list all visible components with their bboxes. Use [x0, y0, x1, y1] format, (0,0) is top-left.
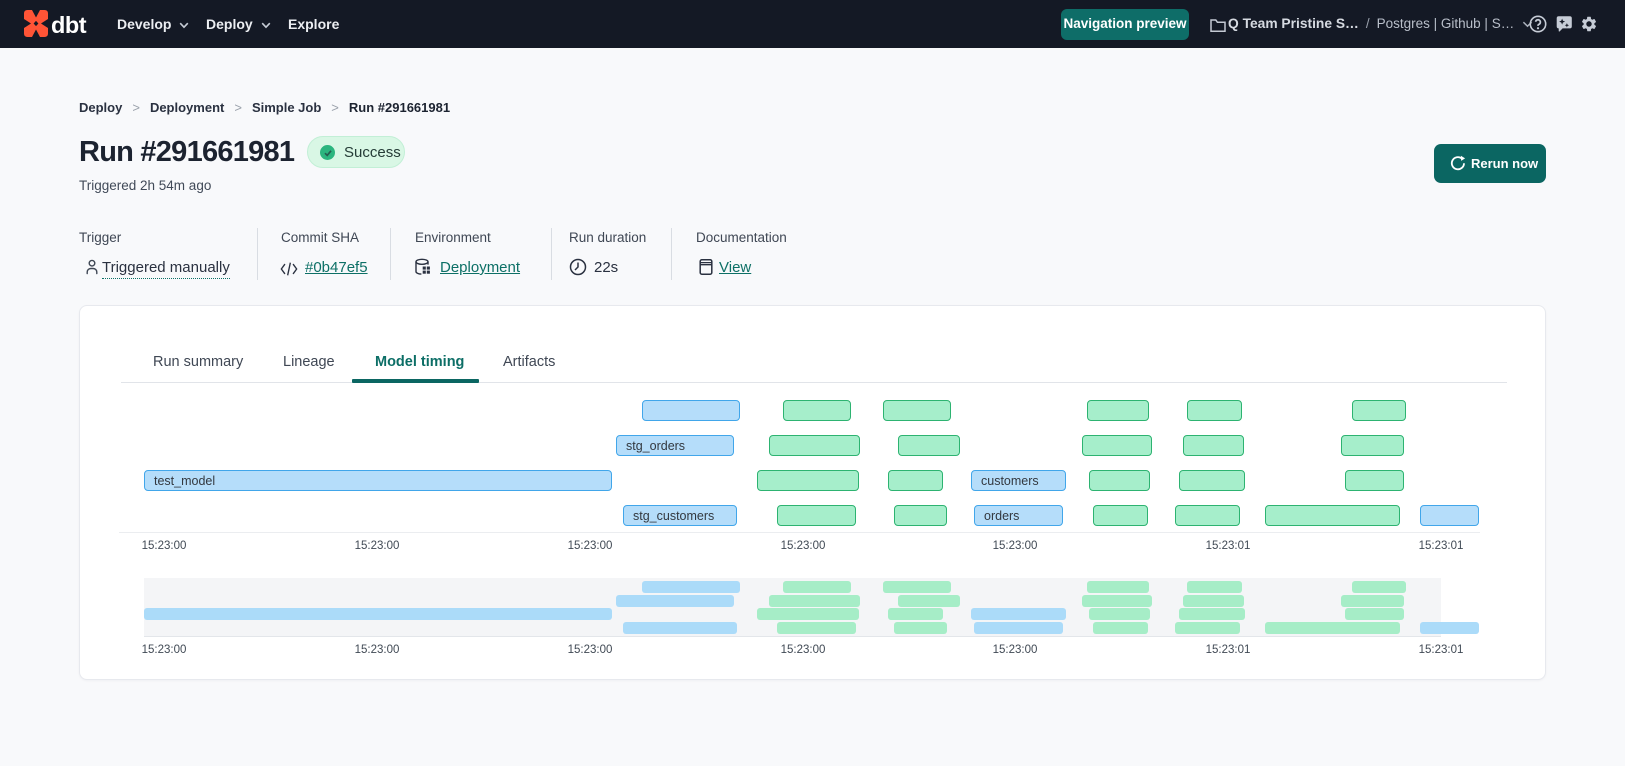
- svg-text:dbt: dbt: [51, 12, 87, 38]
